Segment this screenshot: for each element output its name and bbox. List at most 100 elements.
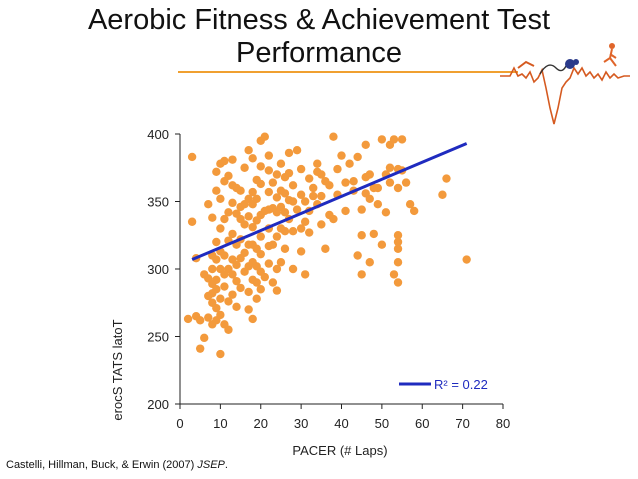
data-point	[280, 189, 290, 198]
data-point	[385, 163, 395, 172]
data-point	[280, 227, 290, 236]
data-point	[260, 132, 269, 141]
data-point	[208, 264, 217, 274]
data-point	[224, 297, 233, 306]
y-tick-label: 300	[147, 262, 169, 277]
trend-line	[191, 142, 468, 261]
data-point	[236, 186, 245, 195]
data-point	[195, 344, 205, 353]
data-point	[377, 240, 387, 249]
data-point	[212, 303, 221, 313]
x-tick-label: 20	[254, 416, 268, 431]
data-point	[284, 168, 294, 178]
data-point	[288, 181, 298, 190]
data-point	[309, 183, 318, 193]
data-point	[248, 314, 257, 324]
data-point	[393, 183, 403, 193]
data-point	[272, 170, 282, 179]
plot-area: 200 250 300 350 400 0 10 20 30 40 50 60 70 80	[147, 127, 510, 431]
data-point	[256, 249, 265, 259]
data-point	[256, 285, 265, 294]
data-point	[232, 276, 241, 286]
x-tick-label: 30	[294, 416, 308, 431]
data-point	[187, 152, 197, 162]
title-line-1: Aerobic Fitness & Achievement Test	[87, 4, 551, 36]
data-point	[462, 255, 471, 264]
data-point	[260, 272, 269, 282]
data-point	[248, 187, 257, 197]
data-point	[296, 224, 306, 233]
data-point	[228, 155, 237, 164]
data-point	[264, 259, 274, 268]
citation: Castelli, Hillman, Buck, & Erwin (2007) …	[6, 459, 228, 471]
x-tick-label: 40	[334, 416, 348, 431]
data-point	[288, 197, 298, 206]
data-point	[272, 193, 282, 202]
data-point	[393, 278, 403, 287]
data-point	[240, 248, 249, 257]
data-point	[393, 258, 403, 267]
data-point	[438, 190, 447, 199]
data-point	[284, 148, 294, 158]
data-point	[296, 164, 306, 174]
data-point	[232, 302, 241, 311]
data-point	[200, 333, 209, 343]
data-point	[385, 178, 395, 187]
data-point	[365, 258, 374, 267]
data-point	[329, 214, 338, 224]
data-point	[232, 260, 241, 270]
data-point	[268, 278, 278, 287]
data-point	[288, 264, 298, 274]
data-point	[365, 194, 374, 203]
data-point	[292, 205, 302, 214]
data-point	[212, 285, 221, 294]
data-point	[272, 286, 282, 295]
data-point	[228, 229, 237, 239]
citation-period: .	[224, 459, 228, 471]
data-point	[349, 177, 358, 186]
data-point	[300, 197, 310, 206]
citation-authors: Castelli, Hillman, Buck, & Erwin (2007)	[6, 459, 195, 471]
data-point	[377, 135, 387, 144]
y-tick-label: 250	[147, 330, 169, 345]
data-point	[252, 194, 261, 203]
data-point	[256, 179, 265, 189]
data-point	[256, 232, 265, 241]
data-point	[357, 270, 366, 279]
data-point	[276, 159, 286, 168]
data-point	[288, 227, 298, 236]
x-tick-label: 60	[415, 416, 429, 431]
data-point	[300, 270, 310, 279]
data-point	[373, 200, 383, 209]
data-point	[409, 206, 419, 216]
data-point	[317, 191, 326, 201]
data-point	[204, 313, 213, 322]
data-point	[365, 170, 374, 179]
y-tick-label: 350	[147, 195, 169, 210]
data-point	[208, 213, 217, 222]
data-point	[264, 151, 274, 160]
data-point	[276, 258, 286, 267]
data-point	[195, 316, 205, 325]
data-point	[309, 191, 318, 201]
data-point	[442, 174, 451, 183]
data-point	[381, 208, 391, 217]
data-point	[393, 244, 403, 253]
data-point	[244, 287, 253, 297]
data-point	[341, 206, 350, 216]
data-point	[357, 231, 366, 240]
title-line-2: Performance	[235, 37, 402, 69]
data-point	[228, 290, 237, 299]
data-point	[216, 349, 225, 359]
data-point	[305, 228, 314, 237]
data-point	[228, 270, 237, 279]
slide-title: Aerobic Fitness & Achievement Test Perfo…	[0, 4, 638, 70]
data-point	[216, 224, 225, 233]
data-point	[292, 146, 302, 155]
data-point	[345, 159, 354, 168]
data-point	[224, 325, 233, 334]
data-point	[296, 190, 306, 199]
data-point	[264, 187, 274, 197]
data-point	[317, 220, 326, 229]
